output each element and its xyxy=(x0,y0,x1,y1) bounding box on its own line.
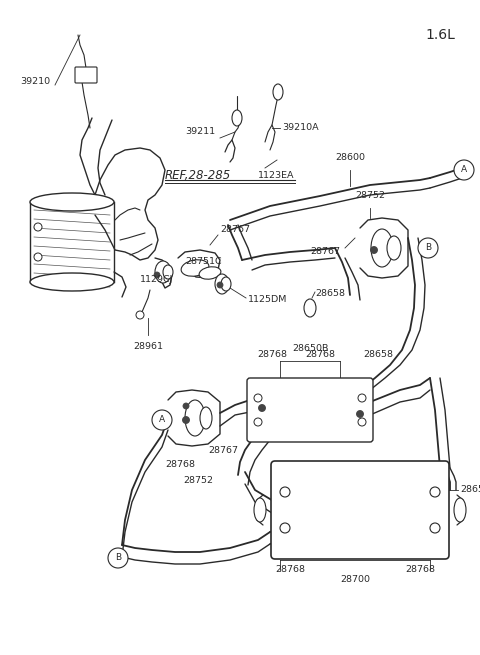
Circle shape xyxy=(136,311,144,319)
FancyBboxPatch shape xyxy=(75,67,97,83)
Circle shape xyxy=(358,394,366,402)
Text: 39210: 39210 xyxy=(20,77,50,86)
Text: 28768: 28768 xyxy=(165,460,195,469)
Ellipse shape xyxy=(371,229,393,267)
Text: 28658: 28658 xyxy=(363,350,393,359)
Text: 1123EA: 1123EA xyxy=(258,170,295,179)
Circle shape xyxy=(152,410,172,430)
Text: 28751C: 28751C xyxy=(185,257,222,267)
Ellipse shape xyxy=(199,267,221,279)
Text: 28767: 28767 xyxy=(310,248,340,257)
Ellipse shape xyxy=(163,265,173,279)
Text: 39210A: 39210A xyxy=(282,124,319,132)
Text: 28658A: 28658A xyxy=(460,485,480,495)
Text: 28768: 28768 xyxy=(275,565,305,574)
Circle shape xyxy=(280,523,290,533)
Text: 28650B: 28650B xyxy=(292,344,328,353)
Text: A: A xyxy=(461,166,467,174)
Circle shape xyxy=(34,253,42,261)
Ellipse shape xyxy=(215,274,229,294)
Text: 28752: 28752 xyxy=(355,191,385,200)
Circle shape xyxy=(154,272,160,278)
Text: 28767: 28767 xyxy=(220,225,250,234)
Circle shape xyxy=(454,160,474,180)
Text: 28768: 28768 xyxy=(305,350,335,359)
Ellipse shape xyxy=(185,400,205,436)
Text: B: B xyxy=(115,553,121,563)
Circle shape xyxy=(358,418,366,426)
Ellipse shape xyxy=(30,273,114,291)
Text: 1129CJ: 1129CJ xyxy=(140,276,173,284)
Text: 28752: 28752 xyxy=(183,476,213,485)
Text: 28700: 28700 xyxy=(340,575,370,584)
Text: 39211: 39211 xyxy=(185,128,215,136)
Circle shape xyxy=(182,417,190,424)
Ellipse shape xyxy=(304,299,316,317)
Ellipse shape xyxy=(200,407,212,429)
Text: 28768: 28768 xyxy=(257,350,287,359)
Ellipse shape xyxy=(254,498,266,522)
Text: 28600: 28600 xyxy=(335,153,365,162)
Ellipse shape xyxy=(155,261,171,283)
Circle shape xyxy=(183,403,189,409)
Circle shape xyxy=(418,238,438,258)
Text: 28961: 28961 xyxy=(133,342,163,351)
Circle shape xyxy=(34,223,42,231)
Circle shape xyxy=(108,548,128,568)
Text: 28658: 28658 xyxy=(315,289,345,298)
FancyBboxPatch shape xyxy=(271,461,449,559)
Text: B: B xyxy=(425,244,431,252)
Circle shape xyxy=(254,418,262,426)
Text: REF,28-285: REF,28-285 xyxy=(165,168,231,181)
Ellipse shape xyxy=(181,260,209,276)
Ellipse shape xyxy=(273,84,283,100)
Text: 28768: 28768 xyxy=(405,565,435,574)
Circle shape xyxy=(357,411,363,417)
Ellipse shape xyxy=(454,498,466,522)
Circle shape xyxy=(371,246,377,253)
Ellipse shape xyxy=(232,110,242,126)
FancyBboxPatch shape xyxy=(247,378,373,442)
Ellipse shape xyxy=(30,193,114,211)
Ellipse shape xyxy=(387,236,401,260)
Circle shape xyxy=(430,487,440,497)
Circle shape xyxy=(280,487,290,497)
Ellipse shape xyxy=(221,277,231,291)
Text: 1125DM: 1125DM xyxy=(248,295,288,305)
Text: 28767: 28767 xyxy=(208,446,238,455)
Text: 1.6L: 1.6L xyxy=(425,28,455,42)
Circle shape xyxy=(430,523,440,533)
Circle shape xyxy=(254,394,262,402)
Text: A: A xyxy=(159,415,165,424)
Circle shape xyxy=(259,405,265,411)
Circle shape xyxy=(217,282,223,288)
